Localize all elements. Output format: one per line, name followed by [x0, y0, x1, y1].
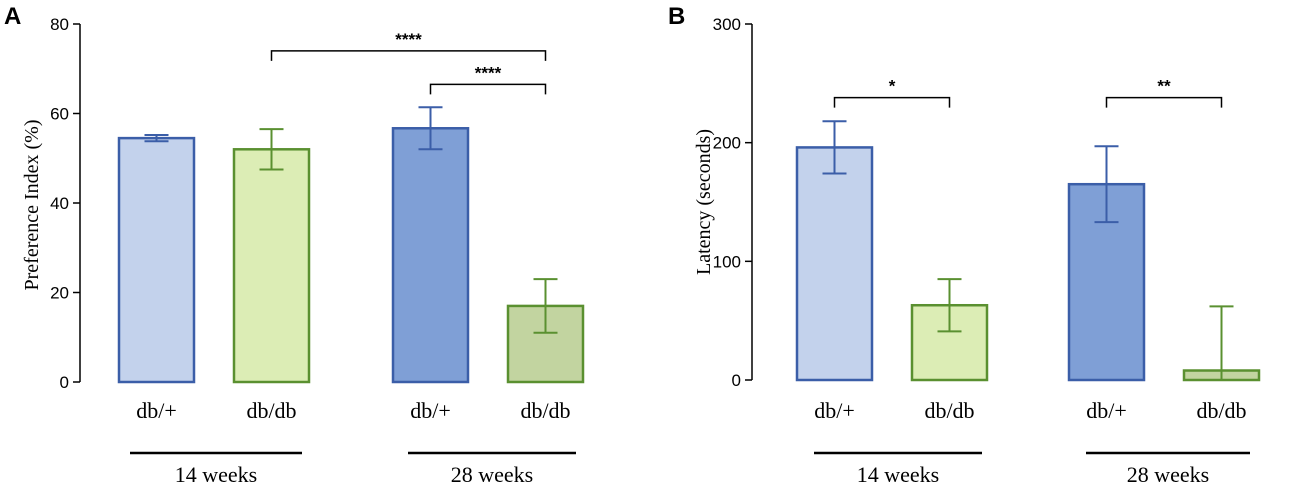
panel-b-category-label: db/db [924, 398, 974, 423]
panel-b-category-label: db/+ [1086, 398, 1127, 423]
panel-b-y-tick-label: 0 [732, 371, 741, 390]
panel-a-y-tick-label: 20 [50, 284, 69, 303]
panel-a-y-tick-label: 60 [50, 105, 69, 124]
panel-b-significance-bracket [1105, 96, 1223, 108]
panel-a: A Preference Index (%) 0 20 40 60 80 db/+ db/d… [4, 3, 585, 486]
panel-a-group-label: 14 weeks [175, 462, 257, 486]
panel-a-significance-label: **** [475, 63, 502, 82]
panel-b-group-label: 14 weeks [857, 462, 939, 486]
panel-b-y-tick-label: 100 [713, 252, 741, 271]
panel-a-y-tick-label: 40 [50, 194, 69, 213]
panel-b-bar [795, 146, 874, 382]
panel-a-y-axis-title: Preference Index (%) [21, 119, 43, 290]
panel-b-group-label: 28 weeks [1127, 462, 1209, 486]
panel-b-y-tick-label: 200 [713, 134, 741, 153]
panel-a-category-label: db/+ [136, 398, 177, 423]
panel-a-bar [117, 136, 196, 384]
panel-a-y-tick-label: 0 [60, 373, 69, 392]
panel-b-marks: 0 100 200 300 db/+ db/db db/+ db/db 14 weeks 28 w… [713, 15, 1261, 486]
panel-a-bar [391, 127, 470, 384]
panel-a-category-label: db/db [520, 398, 570, 423]
panel-a-bar [232, 148, 311, 384]
panel-b-category-label: db/+ [814, 398, 855, 423]
panel-a-category-label: db/+ [410, 398, 451, 423]
panel-b-significance-bracket [833, 96, 951, 108]
panel-a-category-label: db/db [246, 398, 296, 423]
panel-a-significance-label: **** [395, 30, 422, 49]
panel-a-significance-bracket [270, 50, 547, 61]
panel-b-y-tick-label: 300 [713, 15, 741, 34]
panel-a-group-label: 28 weeks [451, 462, 533, 486]
panel-a-significance-bracket [429, 83, 547, 95]
panel-b: B Latency (seconds) 0 100 200 300 db/+ db/db d… [668, 3, 1261, 486]
panel-a-marks: 0 20 40 60 80 db/+ db/db db/+ db/db 14 weeks 28 we… [50, 15, 585, 486]
panel-b-letter: B [668, 3, 685, 30]
panel-a-letter: A [4, 3, 21, 30]
panel-a-y-tick-label: 80 [50, 15, 69, 34]
panel-b-y-axis-title: Latency (seconds) [693, 129, 715, 275]
panel-b-category-label: db/db [1196, 398, 1246, 423]
panel-b-significance-label: * [889, 77, 896, 96]
panel-b-significance-label: ** [1157, 77, 1171, 96]
